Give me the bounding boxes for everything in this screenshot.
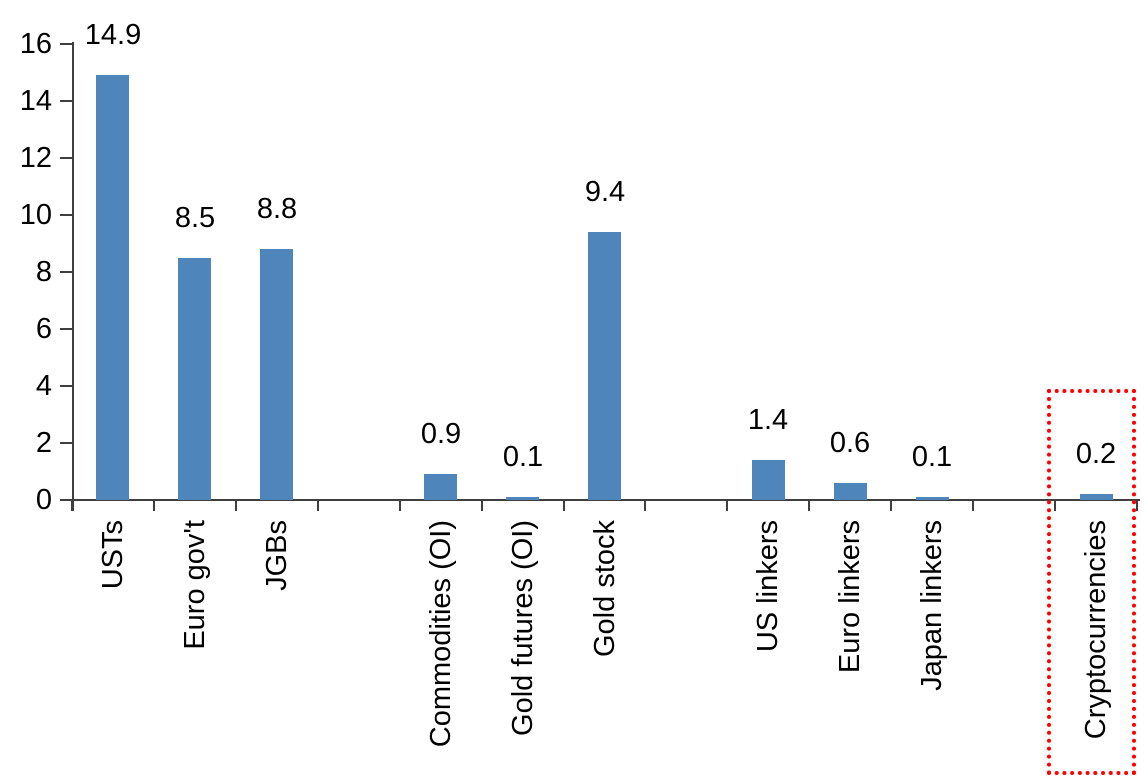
y-tick-mark [60,100,73,102]
bar-value-label: 9.4 [584,176,626,208]
bar-value-label: 8.8 [256,193,298,225]
x-axis-label: Gold stock [589,520,621,657]
bar [1080,494,1113,500]
y-tick-mark [60,271,73,273]
bar-value-label: 8.5 [174,202,216,234]
y-tick-label: 6 [35,313,52,345]
bar [96,75,129,500]
x-tick-mark [71,500,73,511]
bar [260,249,293,500]
x-axis-label: Japan linkers [916,520,948,691]
y-tick-label: 12 [19,142,52,174]
bar [916,497,949,500]
x-tick-mark [1054,500,1056,511]
bar-value-label: 1.4 [747,404,789,436]
y-tick-mark [60,499,73,501]
x-axis-label: Commodities (OI) [425,520,457,748]
x-tick-mark [235,500,237,511]
x-tick-mark [726,500,728,511]
x-axis-label: JGBs [261,520,293,591]
y-tick-mark [60,385,73,387]
x-tick-mark [808,500,810,511]
y-tick-mark [60,214,73,216]
y-tick-label: 10 [19,199,52,231]
x-axis-label: Euro gov't [179,520,211,650]
bar-value-label: 0.1 [502,441,544,473]
x-tick-mark [153,500,155,511]
y-tick-label: 8 [35,256,52,288]
bar-value-label: 0.2 [1075,438,1117,470]
bar-value-label: 0.9 [420,418,462,450]
bar-value-label: 14.9 [84,19,142,51]
x-tick-mark [563,500,565,511]
x-axis-label: Euro linkers [834,520,866,674]
y-tick-label: 2 [35,427,52,459]
bar-value-label: 0.1 [911,441,953,473]
bar [834,482,867,500]
bar [506,497,539,500]
x-tick-mark [890,500,892,511]
bar-value-label: 0.6 [829,427,871,459]
bar [178,257,211,501]
y-tick-label: 4 [35,370,52,402]
x-tick-mark [972,500,974,511]
y-tick-mark [60,157,73,159]
y-tick-mark [60,328,73,330]
bar [424,474,457,501]
x-tick-mark [644,500,646,511]
highlight-box [1047,389,1136,775]
x-axis-label: Gold futures (OI) [507,520,539,736]
y-tick-label: 14 [19,85,52,117]
x-axis-label: US linkers [752,520,784,653]
y-tick-mark [60,442,73,444]
x-axis-label: USTs [97,520,129,590]
x-tick-mark [481,500,483,511]
x-tick-mark [1136,500,1138,511]
x-axis-line [72,499,1140,501]
y-axis-line [72,42,74,511]
y-tick-mark [60,43,73,45]
bar [752,460,785,500]
bar [588,232,621,500]
y-tick-label: 0 [35,484,52,516]
x-tick-mark [317,500,319,511]
x-tick-mark [399,500,401,511]
y-tick-label: 16 [19,28,52,60]
